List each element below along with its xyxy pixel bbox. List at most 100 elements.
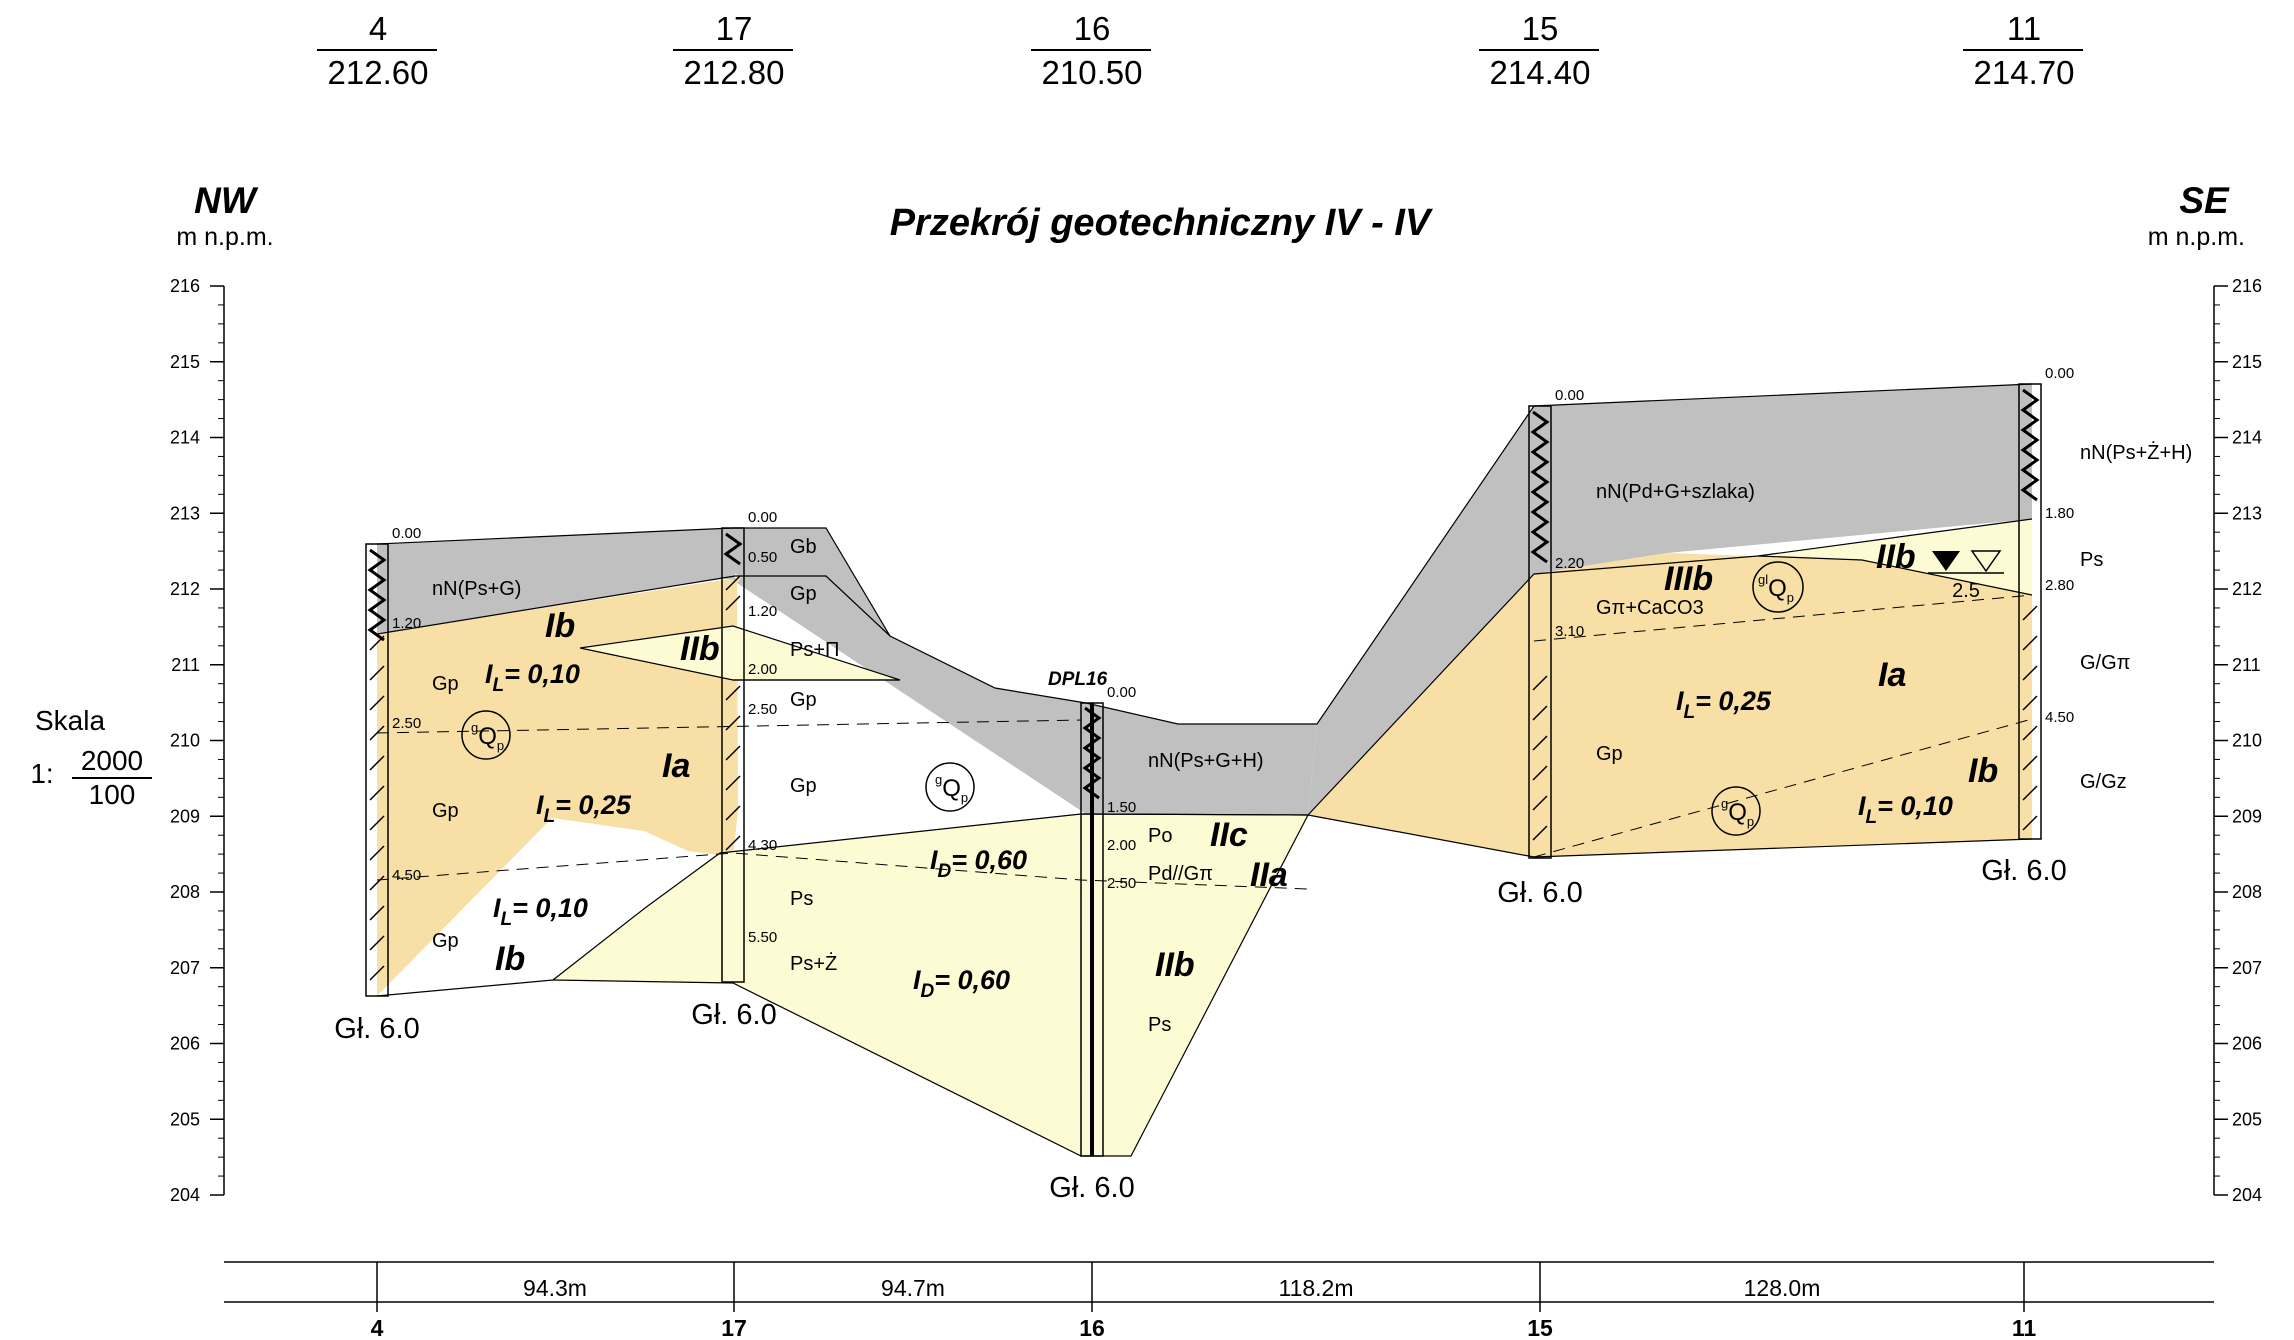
soil-17-4: Gp (790, 775, 817, 797)
layer-outlines (376, 383, 2033, 1157)
soil-17-1: Gp (790, 583, 817, 605)
soil-11-3: G/Gz (2080, 771, 2127, 793)
depth-16-3: 2.50 (1107, 875, 1136, 892)
zone-iib-center: IIb (1155, 946, 1195, 984)
borehole-15-column (1528, 405, 1552, 859)
borehole-number-15: 15 (1522, 10, 1559, 47)
layer-sand-iib-16 (1087, 815, 1308, 1156)
layer-fill-nn-middle (733, 528, 1317, 815)
bottom-borehole-16: 16 (1079, 1315, 1105, 1340)
soil-layers (377, 384, 2032, 1156)
bottom-borehole-11: 11 (2012, 1315, 2037, 1340)
index-il-2: IL= 0,25 (536, 790, 632, 827)
soil-15-1: Gπ+CaCO3 (1596, 597, 1704, 619)
distance-labels: 94.3m 94.7m 118.2m 128.0m 4 17 16 15 11 (371, 1275, 2037, 1340)
borehole-16-column (1080, 702, 1104, 1157)
soil-4-0: nN(Ps+G) (432, 578, 521, 600)
soil-17-2: Ps+Π (790, 639, 839, 661)
axis-tick-label-right: 206 (2232, 1034, 2262, 1054)
borehole-elevation-15: 214.40 (1490, 54, 1591, 91)
soil-17-6: Ps+Ż (790, 952, 837, 975)
header: 4 212.60 17 212.80 16 210.50 15 214.40 1… (30, 10, 2245, 810)
axis-tick-label-left: 212 (170, 579, 200, 599)
axis-tick-label-right: 208 (2232, 882, 2262, 902)
axis-tick-label-left: 209 (170, 806, 200, 826)
layer-fill-nn-left (377, 528, 735, 634)
depth-17-2: 1.20 (748, 603, 777, 620)
depth-17-1: 0.50 (748, 549, 777, 566)
geo-symbol-4: gQp (1721, 796, 1754, 829)
bottom-borehole-4: 4 (371, 1315, 384, 1340)
bottom-borehole-15: 15 (1527, 1315, 1553, 1340)
groundwater-symbols: 2.5 (1928, 550, 2004, 602)
layer-fill-nn-right (1308, 384, 2032, 815)
axis-tick-label-right: 209 (2232, 806, 2262, 826)
section-title: Przekrój geotechniczny IV - IV (890, 202, 1433, 244)
axis-tick-label-left: 215 (170, 352, 200, 372)
final-depth-16: Gł. 6.0 (1049, 1172, 1134, 1204)
zone-labels: Ib IIb Ia Ib IIc IIa IIb IIIb IIb Ia Ib (495, 538, 1998, 984)
geo-symbol-1: gQp (471, 720, 504, 753)
depth-17-3: 2.00 (748, 661, 777, 678)
axis-tick-label-right: 212 (2232, 579, 2262, 599)
final-depth-labels: Gł. 6.0 Gł. 6.0 Gł. 6.0 Gł. 6.0 Gł. 6.0 (334, 855, 2066, 1204)
layer-clay-ia-right (1308, 553, 2032, 857)
borehole-elevation-17: 212.80 (684, 54, 785, 91)
soil-4-3: Gp (432, 930, 459, 952)
borehole-number-17: 17 (716, 10, 753, 47)
distance-bar (224, 1261, 2214, 1312)
dashed-boundaries (376, 594, 2033, 890)
geo-symbol-3: glQp (1758, 572, 1794, 605)
soil-16-0: nN(Ps+G+H) (1148, 750, 1264, 772)
depth-4-0: 0.00 (392, 525, 421, 542)
index-il-4: IL= 0,25 (1676, 686, 1772, 723)
soil-11-0: nN(Ps+Ż+H) (2080, 441, 2192, 464)
distance-4-17: 94.3m (523, 1275, 587, 1301)
axis-tick-label-left: 216 (170, 276, 200, 296)
depth-16-1: 1.50 (1107, 799, 1136, 816)
depth-16-2: 2.00 (1107, 837, 1136, 854)
depth-17-5: 4.30 (748, 837, 777, 854)
axis-tick-label-right: 211 (2232, 655, 2261, 675)
depth-15-2: 3.10 (1555, 623, 1584, 640)
depth-17-4: 2.50 (748, 701, 777, 718)
soil-16-1: Po (1148, 825, 1172, 847)
index-labels: IL= 0,10 IL= 0,25 IL= 0,10 ID= 0,60 ID= … (485, 659, 1953, 1002)
zone-iia: IIa (1250, 856, 1288, 894)
depth-16-0: 0.00 (1107, 684, 1136, 701)
axis-tick-label-left: 213 (170, 503, 200, 523)
zone-ib-upper-left: Ib (545, 607, 575, 645)
scale-denominator: 100 (89, 779, 136, 810)
axis-tick-label-left: 205 (170, 1109, 200, 1129)
layer-clay-gp-left (377, 577, 742, 996)
scale-numerator: 2000 (81, 745, 143, 776)
water-level-encountered-icon (1970, 550, 2002, 573)
soil-17-5: Ps (790, 888, 813, 910)
index-il-1: IL= 0,10 (485, 659, 580, 696)
index-il-5: IL= 0,10 (1858, 791, 1953, 828)
final-depth-11: Gł. 6.0 (1981, 855, 2066, 887)
soil-16-2: Pd//Gπ (1148, 863, 1213, 885)
layer-sand-iib-right (1758, 519, 2032, 595)
direction-left: NW (194, 180, 259, 221)
soil-15-2: Gp (1596, 743, 1623, 765)
borehole-number-4: 4 (369, 10, 387, 47)
distance-17-16: 94.7m (881, 1275, 945, 1301)
depth-11-0: 0.00 (2045, 365, 2074, 382)
borehole-17-column (721, 527, 745, 983)
axis-tick-label-left: 207 (170, 958, 200, 978)
final-depth-17: Gł. 6.0 (691, 999, 776, 1031)
water-level-stabilized-icon (1932, 551, 1960, 571)
depth-15-0: 0.00 (1555, 387, 1584, 404)
unit-right: m n.p.m. (2148, 223, 2245, 251)
final-depth-4: Gł. 6.0 (334, 1013, 419, 1045)
axis-tick-label-right: 210 (2232, 731, 2262, 751)
depth-17-0: 0.00 (748, 509, 777, 526)
depth-15-1: 2.20 (1555, 555, 1584, 572)
scale-label: Skala (35, 705, 105, 736)
axis-tick-label-right: 215 (2232, 352, 2262, 372)
borehole-elevation-4: 212.60 (328, 54, 429, 91)
soil-17-3: Gp (790, 689, 817, 711)
layer-sand-lower-left (553, 853, 733, 982)
